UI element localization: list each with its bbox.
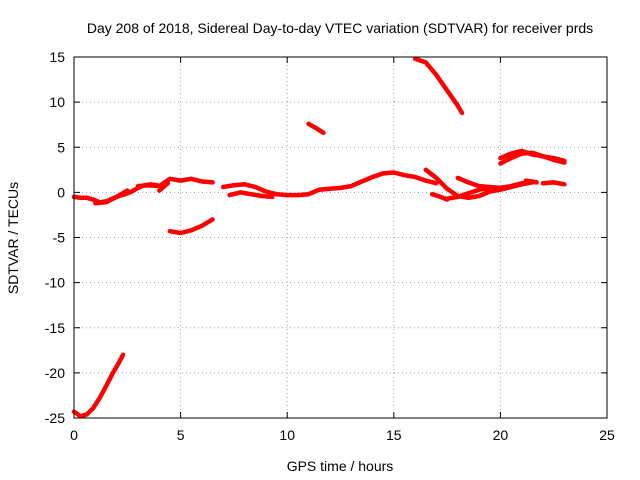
series-arc-17 bbox=[523, 178, 539, 185]
y-tick-label: 10 bbox=[49, 94, 65, 110]
y-tick-label: -5 bbox=[53, 230, 66, 246]
series-arc-5 bbox=[157, 181, 171, 193]
chart-title: Day 208 of 2018, Sidereal Day-to-day VTE… bbox=[87, 20, 593, 36]
y-tick-label: 15 bbox=[49, 49, 65, 65]
x-tick-label: 20 bbox=[493, 427, 509, 443]
series-arc-4 bbox=[135, 176, 215, 189]
series-arc-10 bbox=[412, 56, 465, 116]
y-tick-label: -20 bbox=[45, 365, 65, 381]
x-tick-label: 25 bbox=[599, 427, 615, 443]
y-tick-label: -25 bbox=[45, 410, 65, 426]
x-tick-label: 10 bbox=[279, 427, 295, 443]
series-arc-7 bbox=[220, 170, 439, 198]
series-arc-9 bbox=[306, 121, 326, 136]
y-tick-label: 0 bbox=[57, 184, 65, 200]
series-arc-3 bbox=[93, 188, 130, 206]
series-arc-8 bbox=[227, 190, 275, 200]
y-axis-label: SDTVAR / TECUs bbox=[5, 182, 21, 294]
y-tick-label: -10 bbox=[45, 275, 65, 291]
x-tick-label: 15 bbox=[386, 427, 402, 443]
series-arc-14 bbox=[455, 175, 535, 191]
series-arc-1 bbox=[71, 352, 126, 419]
series-arc-6 bbox=[167, 217, 215, 236]
series-arc-16 bbox=[498, 150, 567, 166]
x-axis-label: GPS time / hours bbox=[287, 458, 394, 474]
x-tick-label: 5 bbox=[177, 427, 185, 443]
grid-lines bbox=[74, 57, 607, 418]
series-arc-18 bbox=[540, 180, 567, 187]
data-series bbox=[71, 56, 567, 419]
plot-frame bbox=[73, 56, 608, 419]
axis-ticks: 0 5 10 15 20 25 -25 -20 -15 -10 -5 0 5 10 15 bbox=[45, 49, 615, 443]
y-tick-label: -15 bbox=[45, 320, 65, 336]
x-tick-label: 0 bbox=[70, 427, 78, 443]
y-tick-label: 5 bbox=[57, 139, 65, 155]
